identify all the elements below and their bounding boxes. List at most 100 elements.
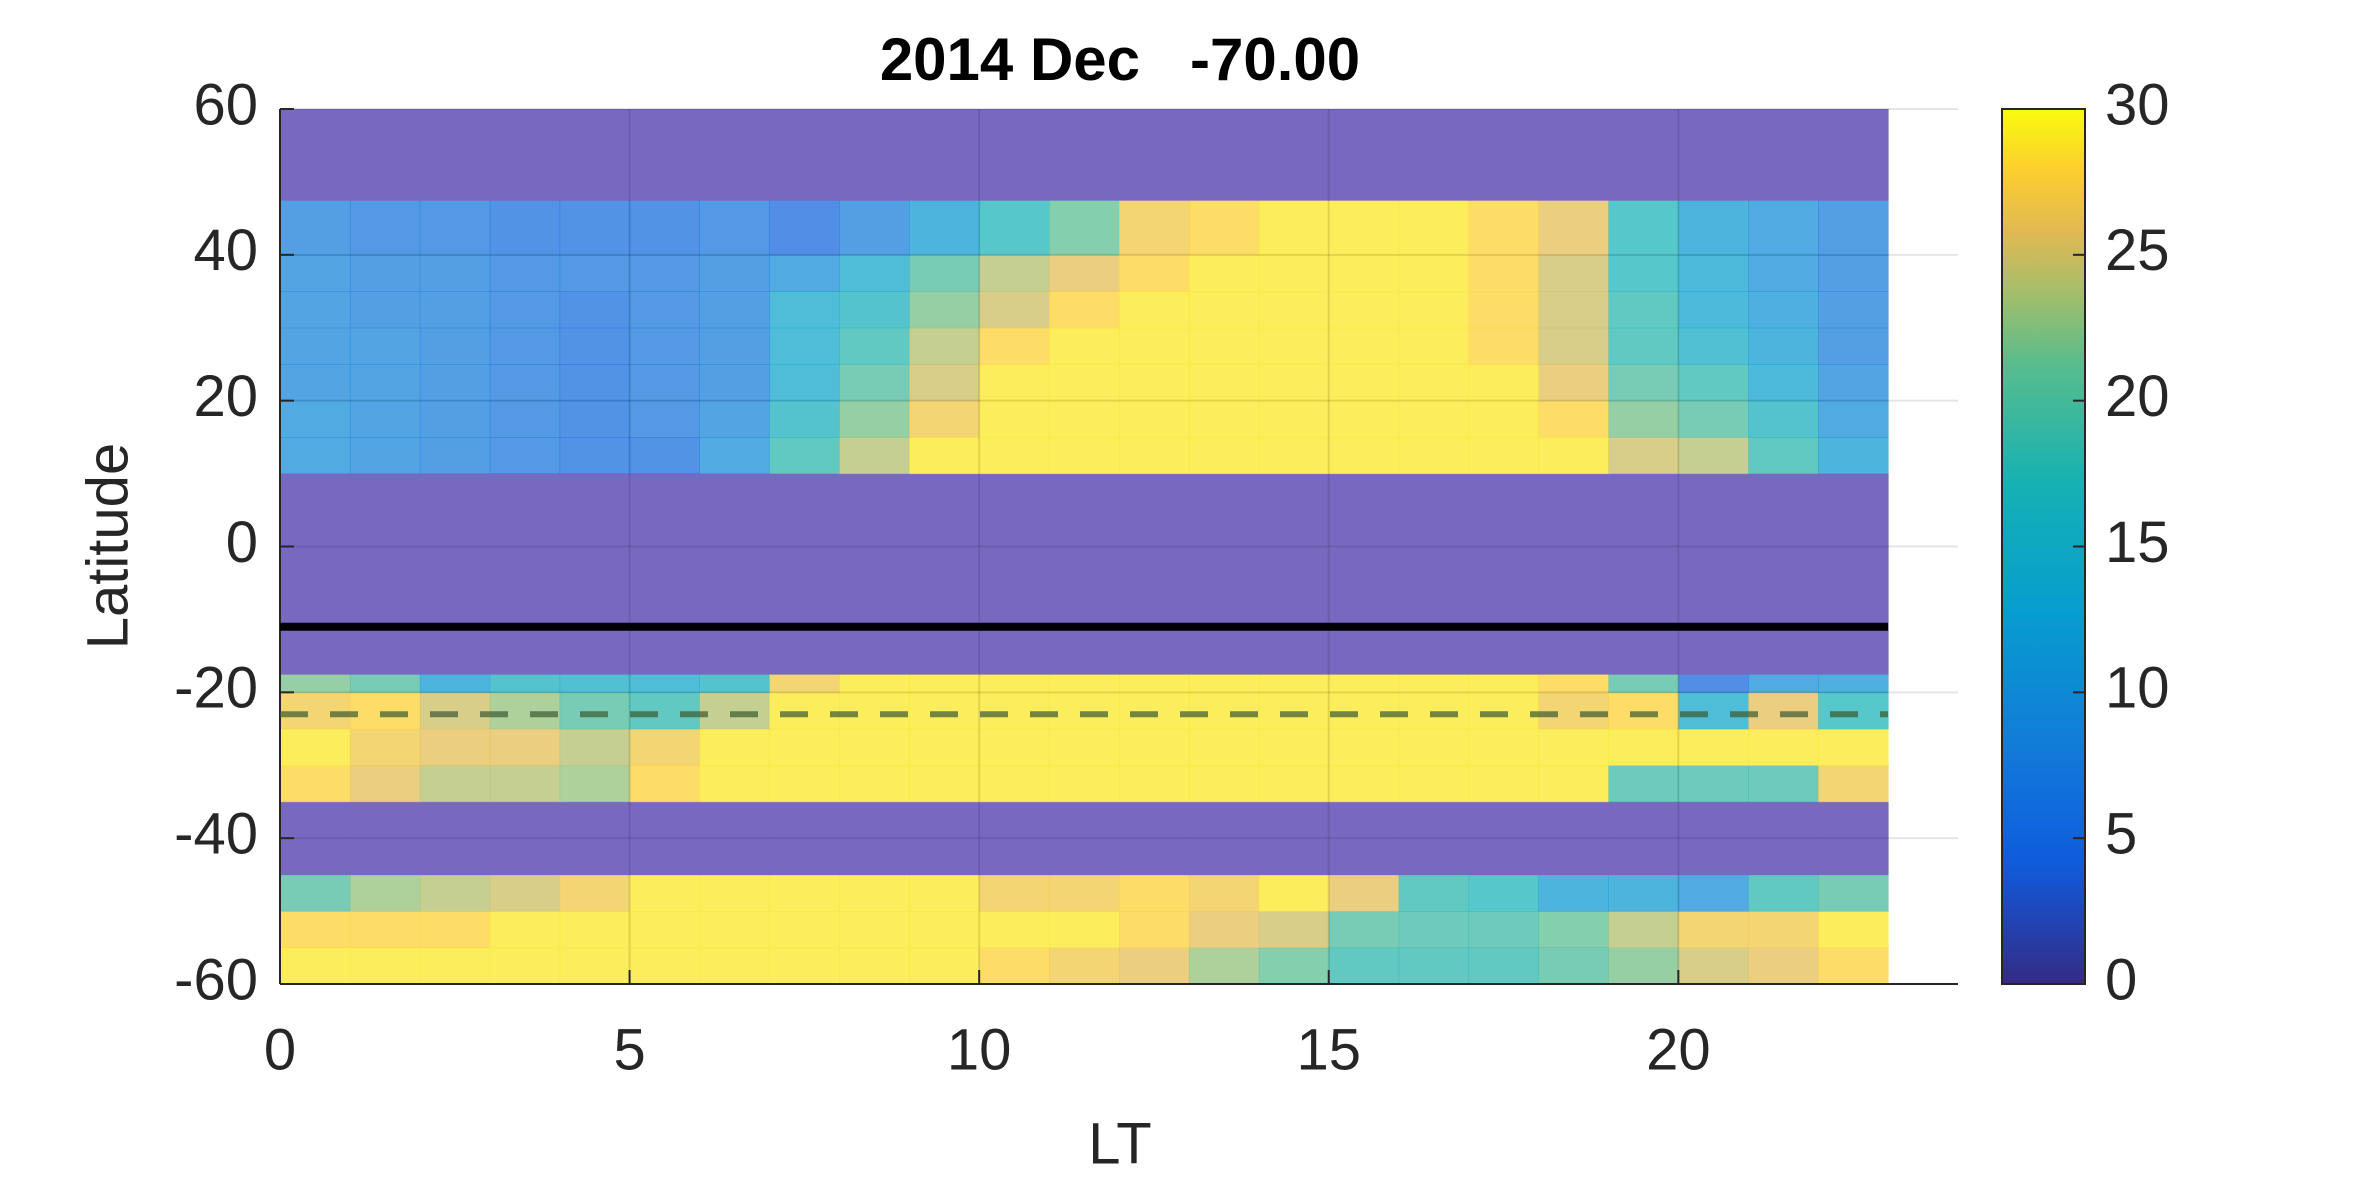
heatmap-cell (699, 109, 770, 201)
heatmap-cell (769, 911, 840, 949)
heatmap-cell (1398, 291, 1470, 329)
heatmap-cell (909, 254, 980, 292)
heatmap-cell (1188, 874, 1260, 912)
heatmap-cell (909, 911, 980, 949)
heatmap-cell (979, 947, 1050, 985)
heatmap-cell (280, 400, 351, 438)
heatmap-cell (979, 364, 1050, 402)
heatmap-cell (1258, 254, 1330, 292)
heatmap-cell (419, 109, 491, 201)
heatmap-cell (909, 728, 980, 766)
heatmap-cell (909, 437, 980, 475)
heatmap-cell (1328, 291, 1400, 329)
x-tick-label: 20 (1646, 1017, 1711, 1082)
heatmap-cell (1818, 801, 1889, 876)
heatmap-cell (1818, 874, 1889, 912)
heatmap-cell (629, 327, 700, 365)
heatmap-cell (909, 765, 980, 803)
heatmap-cell (349, 473, 421, 675)
heatmap-cell (1678, 473, 1749, 675)
heatmap-cell (1049, 801, 1120, 876)
x-tick-label: 15 (1296, 1017, 1361, 1082)
heatmap-cell (699, 674, 770, 693)
heatmap-cell (1188, 109, 1260, 201)
colorbar-tick-label: 15 (2105, 510, 2170, 575)
heatmap-cell (559, 327, 631, 365)
heatmap-cell (699, 200, 770, 256)
heatmap-cell (769, 400, 840, 438)
heatmap-cell (1188, 400, 1260, 438)
heatmap-cell (769, 674, 840, 693)
heatmap-cell (1328, 947, 1400, 985)
heatmap-cell (1748, 364, 1819, 402)
heatmap-cell (1398, 200, 1470, 256)
heatmap-cell (1188, 801, 1260, 876)
heatmap-cell (1049, 400, 1120, 438)
heatmap-cell (1328, 874, 1400, 912)
heatmap-cell (1538, 437, 1609, 475)
heatmap-cell (769, 765, 840, 803)
heatmap-cell (419, 765, 491, 803)
heatmap-cell (349, 109, 421, 201)
heatmap-cell (1678, 765, 1749, 803)
heatmap-cell (559, 692, 631, 730)
heatmap-cell (1258, 911, 1330, 949)
y-tick-label: 40 (193, 218, 258, 283)
heatmap-cell (699, 765, 770, 803)
heatmap-cell (1818, 674, 1889, 693)
heatmap-cell (1538, 674, 1609, 693)
heatmap-cell (1608, 473, 1679, 675)
heatmap-cell (1328, 473, 1400, 675)
heatmap-cell (1049, 728, 1120, 766)
heatmap-cell (1328, 109, 1400, 201)
heatmap-cell (699, 437, 770, 475)
heatmap-cell (699, 473, 770, 675)
heatmap-cell (629, 674, 700, 693)
heatmap-cell (1049, 947, 1120, 985)
heatmap-cell (559, 674, 631, 693)
heatmap-cell (1049, 437, 1120, 475)
heatmap-cell (1119, 437, 1190, 475)
y-tick-label: 20 (193, 364, 258, 429)
heatmap-cell (1608, 674, 1679, 693)
heatmap-cell (1538, 728, 1609, 766)
heatmap-cell (979, 674, 1050, 693)
heatmap-cell (1258, 437, 1330, 475)
heatmap-cell (419, 400, 491, 438)
heatmap-cell (629, 692, 700, 730)
heatmap-cell (1818, 200, 1889, 256)
heatmap-cell (489, 728, 561, 766)
heatmap-cell (1328, 437, 1400, 475)
colorbar-tick-label: 20 (2105, 364, 2170, 429)
heatmap-cell (1468, 947, 1539, 985)
heatmap-cell (1678, 400, 1749, 438)
heatmap-cell (1258, 801, 1330, 876)
heatmap-cell (1398, 109, 1470, 201)
heatmap-cell (1818, 692, 1889, 730)
heatmap-cell (629, 400, 700, 438)
heatmap-cell (1119, 765, 1190, 803)
heatmap-cell (1608, 947, 1679, 985)
heatmap-cell (1748, 947, 1819, 985)
heatmap-cell (489, 473, 561, 675)
heatmap-cell (419, 911, 491, 949)
heatmap-cell (280, 911, 351, 949)
heatmap-cell (979, 911, 1050, 949)
heatmap-cell (489, 801, 561, 876)
heatmap-cell (839, 364, 910, 402)
heatmap-cell (1119, 400, 1190, 438)
heatmap-cell (489, 364, 561, 402)
heatmap-cell (1468, 400, 1539, 438)
heatmap-cell (1328, 254, 1400, 292)
heatmap-cell (1468, 437, 1539, 475)
heatmap-cell (699, 801, 770, 876)
heatmap-cell (419, 874, 491, 912)
heatmap-cell (839, 765, 910, 803)
heatmap-cell (769, 254, 840, 292)
heatmap-cell (280, 254, 351, 292)
heatmap-cell (349, 200, 421, 256)
heatmap-cell (1678, 327, 1749, 365)
heatmap-cell (1608, 200, 1679, 256)
heatmap-cell (1468, 364, 1539, 402)
heatmap-cell (1608, 364, 1679, 402)
